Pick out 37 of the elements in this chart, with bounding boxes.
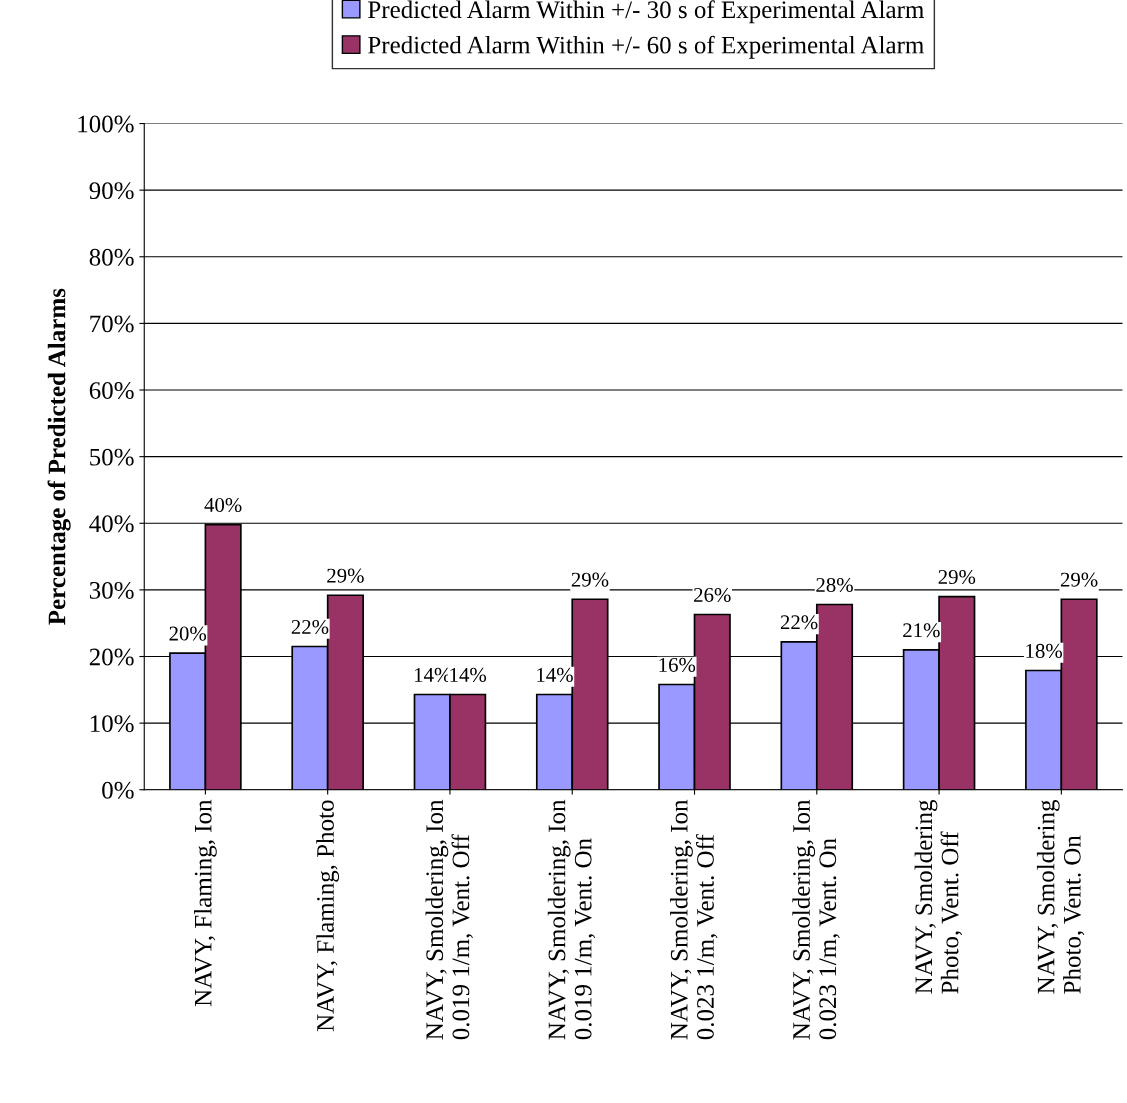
y-tick-label: 30%	[89, 581, 134, 599]
data-label: 16%	[659, 657, 696, 672]
x-tick-label: NAVY, Smoldering, Ion 0.023 1/m, Vent. On	[792, 799, 840, 1040]
data-label: 40%	[204, 497, 242, 513]
y-tick-label: 40%	[89, 515, 134, 533]
data-label: 22%	[291, 619, 329, 635]
y-tick-label: 50%	[90, 448, 134, 466]
data-label: 29%	[327, 568, 364, 583]
x-tick-label: NAVY, Smoldering, Ion 0.019 1/m, Vent. Off	[425, 799, 473, 1040]
x-tick-label: NAVY, Flaming, Ion	[194, 799, 217, 1007]
data-label: 14%	[450, 667, 487, 682]
data-label: 20%	[169, 626, 207, 641]
x-tick-label: NAVY, Flaming, Photo	[316, 800, 340, 1032]
y-tick-label: 20%	[89, 648, 134, 666]
y-tick-label: 0%	[102, 781, 134, 799]
data-label: 21%	[903, 623, 940, 638]
data-label: 29%	[938, 569, 976, 585]
y-axis-title: Percentage of Predicted Alarms	[47, 288, 71, 625]
x-tick-label: NAVY, Smoldering Photo, Vent. Off	[914, 799, 963, 994]
data-label: 14%	[537, 667, 573, 682]
y-tick-label: 10%	[90, 715, 134, 733]
y-tick-label: 100%	[78, 115, 134, 133]
data-label: 22%	[780, 615, 818, 630]
data-label: 28%	[816, 577, 853, 593]
y-tick-label: 70%	[90, 315, 134, 333]
legend-label: Predicted Alarm Within +/- 60 s of Experimental Alarm	[368, 35, 924, 59]
data-label: 26%	[694, 587, 731, 603]
data-label: 29%	[1060, 572, 1098, 587]
y-tick-label: 90%	[89, 182, 134, 200]
y-tick-label: 60%	[89, 382, 134, 400]
y-tick-label: 80%	[89, 248, 134, 266]
x-tick-label: NAVY, Smoldering, Ion 0.019 1/m, Vent. On	[547, 799, 596, 1040]
data-label: 29%	[571, 572, 609, 587]
legend-label: Predicted Alarm Within +/- 30 s of Experimental Alarm	[368, 0, 924, 24]
x-tick-label: NAVY, Smoldering Photo, Vent. On	[1036, 799, 1085, 994]
data-label: 18%	[1026, 643, 1063, 658]
x-tick-label: NAVY, Smoldering, Ion 0.023 1/m, Vent. Off	[670, 799, 718, 1040]
